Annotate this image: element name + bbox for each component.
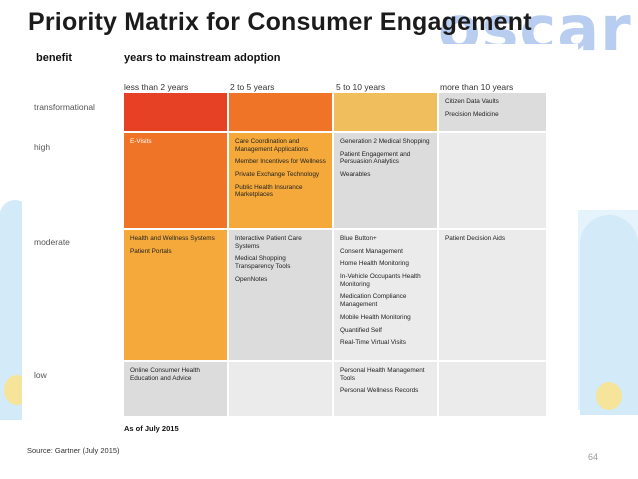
source-citation: Source: Gartner (July 2015)	[27, 446, 120, 455]
matrix-item: Private Exchange Technology	[235, 171, 320, 179]
column-header-gt10: more than 10 years	[440, 82, 514, 92]
cell-low-2to5	[229, 362, 332, 416]
matrix-item: Patient Decision Aids	[445, 235, 506, 242]
cell-moderate-gt10: Patient Decision Aids	[439, 230, 546, 360]
background-chick-right	[596, 382, 622, 410]
column-header-5to10: 5 to 10 years	[336, 82, 386, 92]
page-number: 64	[588, 452, 599, 462]
cell-high-2to5: Care Coordination and Management Applica…	[229, 133, 332, 228]
cell-high-gt10	[439, 133, 546, 228]
matrix-item: OpenNotes	[235, 275, 268, 283]
as-of-date: As of July 2015	[124, 424, 179, 433]
row-label-moderate: moderate	[34, 237, 70, 247]
priority-matrix-card: benefit years to mainstream adoption les…	[22, 44, 578, 462]
matrix-item: Medical Shopping Transparency Tools	[235, 255, 291, 271]
cell-moderate-2to5: Interactive Patient Care Systems Medical…	[229, 230, 332, 360]
column-header-lt2: less than 2 years	[124, 82, 189, 92]
matrix-item: E-Visits	[130, 138, 152, 145]
row-label-high: high	[34, 142, 51, 152]
matrix-item: Personal Wellness Records	[340, 387, 419, 395]
cell-transformational-5to10	[334, 93, 437, 131]
cell-transformational-gt10: Citizen Data Vaults Precision Medicine	[439, 93, 546, 131]
cell-transformational-lt2	[124, 93, 227, 131]
matrix-item: Personal Health Management Tools	[340, 367, 425, 382]
matrix-item: Online Consumer Health Education and Adv…	[130, 367, 200, 382]
cell-low-gt10	[439, 362, 546, 416]
matrix-item: Member Incentives for Wellness	[235, 158, 326, 166]
row-label-low: low	[34, 370, 47, 380]
matrix-item: Precision Medicine	[445, 110, 499, 118]
matrix-item: Public Health Insurance Marketplaces	[235, 183, 303, 199]
background-building-right	[580, 215, 638, 415]
cell-transformational-2to5	[229, 93, 332, 131]
cell-high-5to10: Generation 2 Medical Shopping Patient En…	[334, 133, 437, 228]
matrix-item: Home Health Monitoring	[340, 260, 409, 268]
matrix-item: Generation 2 Medical Shopping	[340, 138, 430, 145]
column-header-2to5: 2 to 5 years	[230, 82, 275, 92]
matrix-item: Care Coordination and Management Applica…	[235, 138, 309, 153]
matrix-item: Interactive Patient Care Systems	[235, 235, 302, 250]
cell-high-lt2: E-Visits	[124, 133, 227, 228]
matrix-item: Citizen Data Vaults	[445, 98, 499, 105]
matrix-item: Health and Wellness Systems	[130, 235, 215, 242]
benefit-header: benefit	[36, 52, 73, 64]
cell-low-lt2: Online Consumer Health Education and Adv…	[124, 362, 227, 416]
row-label-transformational: transformational	[34, 102, 95, 112]
matrix-item: Mobile Health Monitoring	[340, 313, 411, 321]
years-header: years to mainstream adoption	[124, 52, 281, 64]
matrix-item: Medication Compliance Management	[340, 293, 407, 309]
cell-low-5to10: Personal Health Management Tools Persona…	[334, 362, 437, 416]
cell-moderate-5to10: Blue Button+ Consent Management Home Hea…	[334, 230, 437, 360]
matrix-item: Real-Time Virtual Visits	[340, 339, 406, 347]
matrix-item: Patient Portals	[130, 247, 172, 255]
matrix-item: Quantified Self	[340, 326, 382, 334]
matrix-item: Blue Button+	[340, 235, 377, 242]
matrix-item: In-Vehicle Occupants Health Monitoring	[340, 273, 421, 288]
matrix-item: Patient Engagement and Persuasion Analyt…	[340, 150, 411, 166]
cell-moderate-lt2: Health and Wellness Systems Patient Port…	[124, 230, 227, 360]
slide-title: Priority Matrix for Consumer Engagement	[28, 8, 532, 36]
matrix-item: Consent Management	[340, 247, 403, 255]
matrix-item: Wearables	[340, 171, 371, 179]
